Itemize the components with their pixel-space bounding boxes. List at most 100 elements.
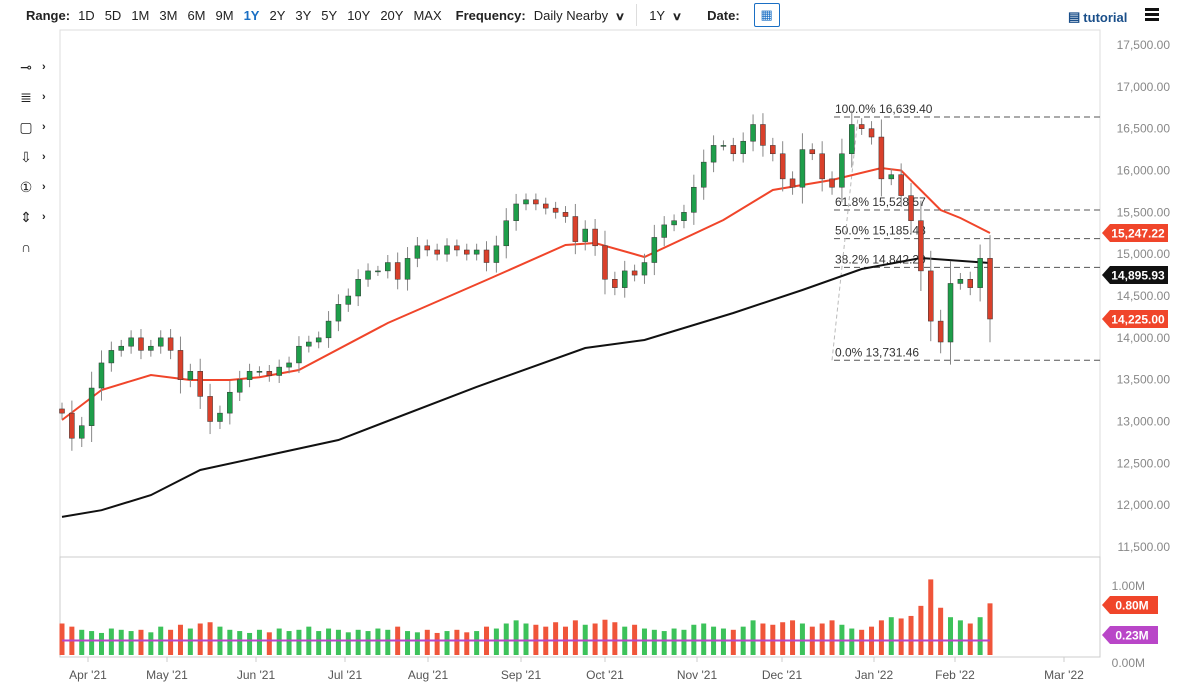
volume-bar	[355, 629, 361, 655]
range-2y[interactable]: 2Y	[269, 7, 286, 23]
fib-level-label: 61.8% 15,528.57	[835, 195, 926, 209]
candle	[444, 245, 450, 255]
hamburger-menu-button[interactable]	[1145, 8, 1159, 23]
candle	[78, 425, 85, 439]
calendar-button[interactable]: ▦	[753, 3, 780, 27]
candle	[207, 396, 213, 422]
candle	[977, 258, 983, 288]
tool-rectangle[interactable]: ▢ ›	[14, 112, 54, 142]
candle	[898, 174, 904, 196]
range-max[interactable]: MAX	[413, 7, 442, 23]
candle	[562, 212, 569, 217]
ma50-value-badge: 15,247.22	[1102, 224, 1168, 242]
candle	[483, 249, 490, 263]
chevron-right-icon: ›	[42, 121, 46, 133]
tool-arrow-down[interactable]: ⇩ ›	[14, 142, 54, 172]
candle	[148, 345, 154, 351]
candle	[503, 220, 510, 247]
range-1y[interactable]: 1Y	[243, 7, 260, 23]
tool-magnet[interactable]: ∩	[14, 232, 54, 262]
volume-bar	[296, 629, 302, 655]
volume-bar	[375, 628, 381, 655]
x-tick-label: Sep '21	[501, 668, 542, 682]
range-9m[interactable]: 9M	[215, 7, 234, 23]
price-tick-label: 17,000.00	[1117, 80, 1171, 94]
candle	[789, 178, 796, 188]
volume-bar	[227, 629, 233, 655]
candle	[849, 124, 855, 155]
candle	[157, 337, 164, 347]
frequency-dropdown[interactable]: Daily Nearby ∨	[534, 8, 626, 23]
tool-horizontal-line[interactable]: ⊸ ›	[14, 52, 54, 82]
candle	[355, 279, 361, 297]
candle	[246, 371, 253, 380]
price-tick-label: 13,500.00	[1117, 373, 1171, 387]
range-1m[interactable]: 1M	[131, 7, 150, 23]
volume-average-badge-text: 0.23M	[1115, 629, 1148, 643]
period-dropdown[interactable]: 1Y ∨	[649, 7, 683, 23]
ma200-value-badge-text: 14,895.93	[1111, 269, 1165, 283]
candle	[868, 128, 875, 138]
ma200-value-badge-bg	[1102, 266, 1168, 284]
range-label: Range:	[26, 7, 71, 23]
candle	[720, 145, 727, 147]
period-value: 1Y	[649, 7, 666, 23]
volume-bar	[829, 620, 835, 655]
range-3y[interactable]: 3Y	[295, 7, 312, 23]
volume-bar	[247, 632, 253, 655]
candle	[434, 249, 440, 255]
candle	[256, 371, 263, 373]
toolbar: Range: 1D 5D 1M 3M 6M 9M 1Y 2Y 3Y 5Y 10Y 20Y MAX Fre…	[0, 0, 1178, 30]
price-pane	[59, 29, 1101, 558]
volume-bar	[474, 631, 480, 655]
candle	[404, 258, 411, 280]
range-10y[interactable]: 10Y	[347, 7, 371, 23]
candle	[375, 270, 381, 273]
candle	[819, 153, 825, 180]
calendar-icon: ▦	[760, 7, 773, 22]
volume-average-badge: 0.23M	[1102, 626, 1158, 644]
tool-numbered-marker[interactable]: ① ›	[14, 172, 54, 202]
volume-bar	[168, 629, 174, 655]
candle	[770, 145, 776, 155]
tutorial-link[interactable]: ▤ tutorial	[1068, 9, 1127, 25]
range-6m[interactable]: 6M	[187, 7, 206, 23]
date-label: Date:	[707, 7, 740, 23]
tool-measure[interactable]: ⇕ ›	[14, 202, 54, 232]
volume-bar	[720, 628, 726, 655]
candle	[947, 283, 954, 343]
chevron-down-icon: ∨	[671, 10, 683, 23]
x-tick-label: Jun '21	[237, 668, 276, 682]
range-5y[interactable]: 5Y	[321, 7, 338, 23]
volume-value-badge-text: 0.80M	[1115, 599, 1148, 613]
candle	[700, 161, 707, 188]
candle	[306, 341, 312, 347]
candle	[651, 237, 658, 263]
volume-bar	[780, 622, 786, 655]
tool-fib-retracement[interactable]: ≣ ›	[14, 82, 54, 112]
candle	[671, 220, 677, 226]
divider	[636, 4, 638, 26]
range-20y[interactable]: 20Y	[380, 7, 404, 23]
volume-bar	[849, 628, 855, 655]
range-1d[interactable]: 1D	[78, 7, 95, 23]
rectangle-icon: ▢	[19, 118, 33, 135]
candle	[858, 124, 865, 129]
volume-bar	[977, 617, 983, 655]
candle	[365, 270, 371, 280]
volume-pane	[59, 556, 1101, 658]
volume-bar	[89, 631, 95, 655]
x-tick-label: May '21	[146, 668, 188, 682]
range-5d[interactable]: 5D	[104, 7, 122, 23]
ma200-line	[61, 256, 991, 518]
range-3m[interactable]: 3M	[159, 7, 178, 23]
candle	[612, 279, 618, 288]
candle	[454, 245, 460, 251]
candle	[138, 337, 144, 351]
volume-bar	[464, 632, 470, 655]
candle	[493, 245, 500, 263]
volume-bar	[898, 618, 904, 655]
volume-bar	[513, 620, 519, 655]
candle	[661, 224, 667, 238]
